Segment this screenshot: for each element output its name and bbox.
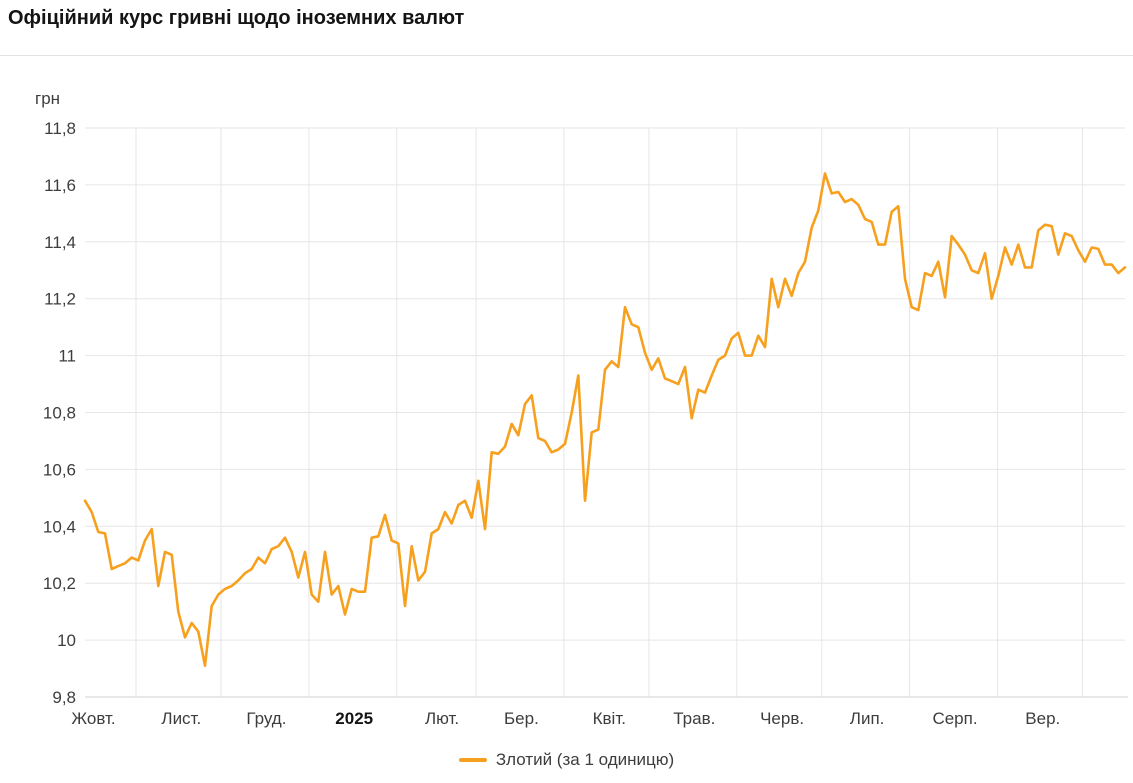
x-month-label: Квіт.: [593, 709, 626, 728]
y-tick-label: 11,8: [44, 119, 76, 138]
x-month-label: Лист.: [161, 709, 201, 728]
series-line-zloty[interactable]: [83, 172, 1127, 668]
labels-group: 11,8 11,6 11,4 11,2 11 10,8 10,6 10,4 10,2 10 9,8 Ж…: [43, 119, 1060, 728]
x-month-label: Лип.: [850, 709, 885, 728]
x-month-label: Бер.: [504, 709, 539, 728]
page-title: Офіційний курс гривні щодо іноземних вал…: [8, 7, 465, 29]
legend[interactable]: Злотий (за 1 одиницю): [0, 750, 1133, 770]
x-month-label: Серп.: [932, 709, 977, 728]
x-month-label: Груд.: [246, 709, 286, 728]
grid-group: [85, 127, 1128, 698]
x-month-label: Вер.: [1025, 709, 1060, 728]
y-tick-label: 11,6: [44, 176, 76, 195]
chart-svg[interactable]: грн 11,8 11,6 11,4 11,2 11 10,8 10,6 10,4 10,2 10…: [0, 50, 1133, 740]
y-tick-label: 10,6: [43, 460, 76, 479]
y-tick-label: 11,4: [44, 233, 76, 252]
y-tick-label: 9,8: [52, 688, 76, 707]
x-month-label: Жовт.: [71, 709, 115, 728]
y-tick-label: 10,8: [43, 404, 76, 423]
y-tick-label: 10,2: [43, 574, 76, 593]
legend-line-marker: [458, 758, 487, 762]
y-tick-label: 10,4: [43, 517, 76, 536]
x-month-label: Черв.: [760, 709, 804, 728]
legend-label: Злотий (за 1 одиницю): [495, 750, 675, 769]
header-divider: [0, 55, 1133, 56]
series-group[interactable]: [83, 172, 1127, 668]
x-month-label: Лют.: [425, 709, 459, 728]
x-month-label: Трав.: [673, 709, 715, 728]
y-axis-title: грн: [35, 89, 60, 108]
chart-container[interactable]: грн 11,8 11,6 11,4 11,2 11 10,8 10,6 10,4 10,2 10…: [0, 50, 1133, 740]
y-tick-label: 10: [57, 631, 76, 650]
x-month-label: 2025: [335, 709, 373, 728]
y-tick-label: 11: [58, 347, 76, 366]
y-tick-label: 11,2: [44, 290, 76, 309]
